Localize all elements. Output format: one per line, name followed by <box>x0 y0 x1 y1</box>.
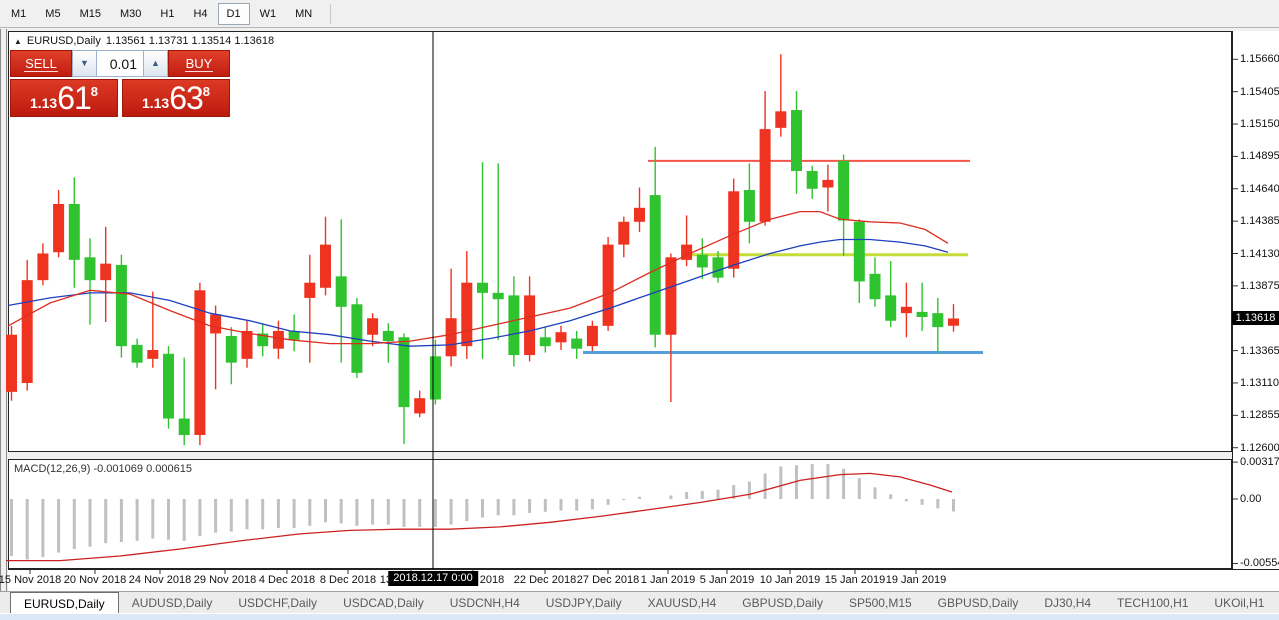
price-axis-label: 1.13110 <box>1240 376 1279 389</box>
chart-tab-gbpusd-daily[interactable]: GBPUSD,Daily <box>742 596 823 610</box>
buy-price-big: 63 <box>169 80 204 116</box>
pane-splitter[interactable] <box>8 452 1232 459</box>
date-axis[interactable] <box>8 569 1279 591</box>
date-label: 24 Nov 2018 <box>128 574 192 586</box>
timeframe-button-d1[interactable]: D1 <box>217 2 250 25</box>
buy-price-pip: 8 <box>202 84 211 99</box>
price-axis-label: 1.14895 <box>1240 150 1279 163</box>
macd-indicator-label: MACD(12,26,9) -0.001069 0.000615 <box>14 463 192 475</box>
date-label: 4 Dec 2018 <box>258 574 316 586</box>
chart-tab-usdchf-daily[interactable]: USDCHF,Daily <box>238 596 318 610</box>
date-label: 15 Jan 2019 <box>824 574 886 586</box>
sell-price-panel[interactable]: 1.13 61 8 <box>10 79 118 117</box>
timeframe-button-m5[interactable]: M5 <box>45 7 61 20</box>
status-strip <box>0 613 1279 620</box>
date-label: 29 Nov 2018 <box>193 574 257 586</box>
price-axis-label: 1.14640 <box>1240 182 1279 195</box>
price-axis-label: 1.12855 <box>1240 409 1279 422</box>
sell-button[interactable]: SELL <box>10 50 72 77</box>
one-click-trading-widget: SELL ▼ ▲ BUY 1.13 61 8 1.13 63 8 <box>10 50 230 117</box>
chart-ohlc-values: 1.13561 1.13731 1.13514 1.13618 <box>105 35 275 47</box>
chart-tab-bar: EURUSD,Daily AUDUSD,Daily USDCHF,Daily USDC… <box>0 591 1279 613</box>
crosshair-date-label: 2018.12.17 0:00 <box>388 571 478 586</box>
chart-tab-audusd-daily[interactable]: AUDUSD,Daily <box>131 596 213 610</box>
price-axis-label: 1.14130 <box>1240 247 1279 260</box>
chart-tab-usdjpy-daily[interactable]: USDJPY,Daily <box>545 596 622 610</box>
chart-tab-tech100-h1[interactable]: TECH100,H1 <box>1117 596 1189 610</box>
macd-axis-label: -0.005543 <box>1240 557 1279 570</box>
timeframe-toolbar: M1 M5 M15 M30 H1 H4 D1 W1 MN <box>0 0 1279 28</box>
date-label: 22 Dec 2018 <box>513 574 577 586</box>
chart-symbol-label: EURUSD,Daily <box>26 35 101 47</box>
macd-axis-label: 0.003171 <box>1240 456 1279 469</box>
chart-tab-ukoil-h1[interactable]: UKOil,H1 <box>1214 596 1265 610</box>
timeframe-button-h1[interactable]: H1 <box>160 7 175 20</box>
date-label: 8 Dec 2018 <box>319 574 377 586</box>
chart-tab-usdcad-daily[interactable]: USDCAD,Daily <box>343 596 424 610</box>
price-axis-label: 1.13365 <box>1240 344 1279 357</box>
date-label: 20 Nov 2018 <box>63 574 127 586</box>
toolbar-separator <box>330 3 332 24</box>
buy-price-prefix: 1.13 <box>141 95 170 111</box>
price-axis[interactable] <box>1232 31 1279 569</box>
date-label: 1 Jan 2019 <box>640 574 696 586</box>
chart-marker-icon: ▲ <box>14 36 22 46</box>
window-left-border <box>0 29 7 613</box>
price-axis-label: 1.15405 <box>1240 85 1279 98</box>
price-axis-label: 1.15660 <box>1240 53 1279 66</box>
macd-axis-label: 0.00 <box>1240 493 1262 505</box>
date-label: 27 Dec 2018 <box>576 574 640 586</box>
current-price-tag: 1.13618 <box>1232 311 1279 326</box>
chart-title: ▲ EURUSD,Daily 1.13561 1.13731 1.13514 1… <box>14 35 274 47</box>
chart-tab-usdcnh-h4[interactable]: USDCNH,H4 <box>449 596 520 610</box>
date-label: 10 Jan 2019 <box>759 574 821 586</box>
chart-tab-xauusd-h4[interactable]: XAUUSD,H4 <box>647 596 717 610</box>
timeframe-button-mn[interactable]: MN <box>295 7 313 20</box>
price-axis-label: 1.14385 <box>1240 215 1279 228</box>
timeframe-button-w1[interactable]: W1 <box>259 7 277 20</box>
volume-input[interactable] <box>97 50 143 77</box>
date-label: 19 Jan 2019 <box>885 574 947 586</box>
timeframe-button-h4[interactable]: H4 <box>193 7 208 20</box>
timeframe-button-m30[interactable]: M30 <box>119 7 142 20</box>
sell-price-big: 61 <box>57 80 92 116</box>
chart-tab-sp500-m15[interactable]: SP500,M15 <box>848 596 912 610</box>
timeframe-button-m15[interactable]: M15 <box>79 7 101 20</box>
timeframe-button-m1[interactable]: M1 <box>11 7 27 20</box>
price-axis-label: 1.12600 <box>1240 441 1279 454</box>
date-label: 15 Nov 2018 <box>0 574 62 586</box>
chart-tab-eurusd-daily[interactable]: EURUSD,Daily <box>10 592 119 613</box>
volume-increase-button[interactable]: ▲ <box>143 50 168 77</box>
macd-indicator-pane[interactable] <box>8 459 1232 569</box>
price-axis-label: 1.15150 <box>1240 118 1279 131</box>
price-axis-label: 1.13875 <box>1240 279 1279 292</box>
chart-tab-dj30-h4[interactable]: DJ30,H4 <box>1044 596 1092 610</box>
sell-price-prefix: 1.13 <box>29 95 58 111</box>
chart-tab-gbpusd-daily[interactable]: GBPUSD,Daily <box>937 596 1019 610</box>
buy-price-panel[interactable]: 1.13 63 8 <box>122 79 230 117</box>
buy-button[interactable]: BUY <box>168 50 230 77</box>
sell-price-pip: 8 <box>90 84 99 99</box>
volume-decrease-button[interactable]: ▼ <box>72 50 97 77</box>
date-label: 5 Jan 2019 <box>699 574 755 586</box>
